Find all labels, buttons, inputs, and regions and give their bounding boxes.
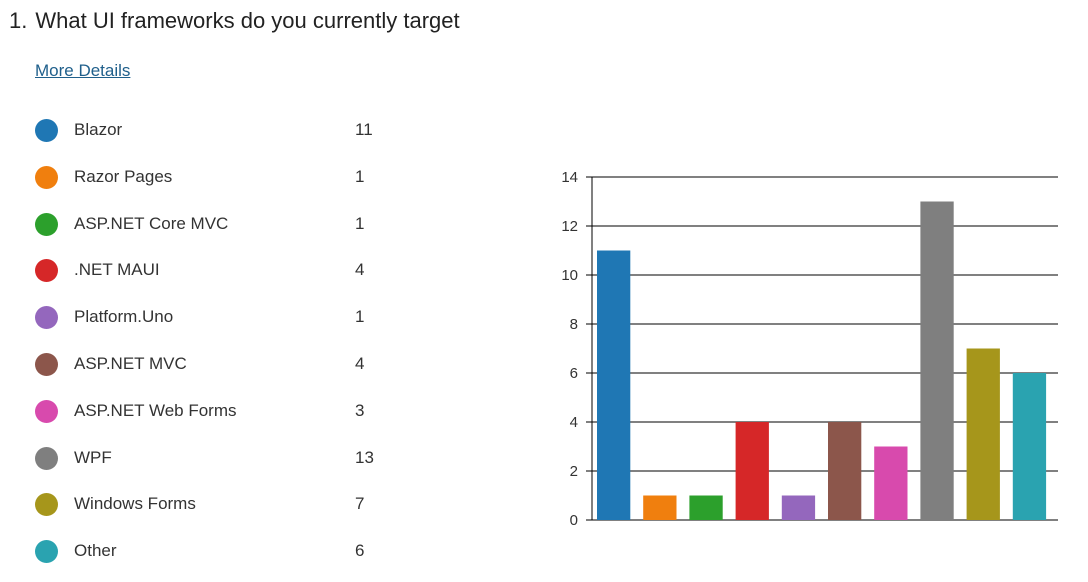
legend-item: ASP.NET MVC 4 <box>35 348 415 395</box>
legend-color-dot <box>35 165 58 189</box>
legend-item: WPF 13 <box>35 442 415 489</box>
legend-color-dot <box>35 259 58 283</box>
legend-label: ASP.NET Web Forms <box>74 400 237 420</box>
legend-color-dot <box>35 119 58 142</box>
legend-label: ASP.NET MVC <box>74 353 187 373</box>
bar-chart-svg: 0 2 4 6 8 10 12 14 <box>561 169 1058 529</box>
legend-label: Platform.Uno <box>74 307 174 327</box>
legend-color-dot <box>35 306 58 330</box>
legend-label: Blazor <box>74 120 123 139</box>
question-text: What UI frameworks do you currently targ… <box>35 8 460 33</box>
legend-item: Windows Forms 7 <box>35 488 415 535</box>
legend-item: ASP.NET Core MVC 1 <box>35 208 415 255</box>
legend-count: 13 <box>355 447 374 467</box>
y-tick-label: 2 <box>570 463 578 480</box>
bar[interactable] <box>874 446 908 521</box>
y-tick-label: 0 <box>570 512 578 529</box>
legend-item: ASP.NET Web Forms 3 <box>35 395 415 442</box>
bar[interactable] <box>689 495 723 521</box>
bar[interactable] <box>643 495 677 521</box>
legend-count: 7 <box>355 494 365 514</box>
legend-color-dot <box>35 493 58 517</box>
legend-count: 1 <box>355 213 365 233</box>
legend-item: Other 6 <box>35 535 415 582</box>
bar[interactable] <box>735 422 769 520</box>
legend-item: Razor Pages 1 <box>35 161 415 208</box>
legend-label: WPF <box>74 447 112 467</box>
chart-legend: Blazor 11 Razor Pages 1 ASP.NET Core MVC 1 .NE… <box>35 114 415 582</box>
legend-label: ASP.NET Core MVC <box>74 213 229 233</box>
y-tick-label: 12 <box>561 218 578 235</box>
legend-item: Platform.Uno 1 <box>35 301 415 348</box>
legend-count: 11 <box>355 120 373 139</box>
legend-color-dot <box>35 399 58 423</box>
legend-count: 4 <box>355 353 365 373</box>
legend-color-dot <box>35 446 58 470</box>
y-tick-label: 4 <box>570 414 578 431</box>
legend-item: .NET MAUI 4 <box>35 254 415 301</box>
more-details-link[interactable]: More Details <box>35 61 131 80</box>
legend-label: .NET MAUI <box>74 260 160 280</box>
y-tick-label: 10 <box>561 267 578 284</box>
legend-color-dot <box>35 212 58 236</box>
bar[interactable] <box>828 422 862 520</box>
bar[interactable] <box>920 201 954 521</box>
legend-item: Blazor 11 <box>35 114 415 161</box>
legend-count: 3 <box>355 400 365 420</box>
bar[interactable] <box>1012 373 1047 520</box>
question-number: 1. <box>9 8 28 33</box>
bar-chart: 0 2 4 6 8 10 12 14 <box>540 160 1070 540</box>
y-tick-label: 8 <box>570 316 578 333</box>
bar[interactable] <box>966 348 1000 521</box>
legend-count: 4 <box>355 260 365 280</box>
question-title: 1. What UI frameworks do you currently ta… <box>9 8 460 34</box>
legend-count: 1 <box>355 166 365 186</box>
y-tick-label: 14 <box>561 169 578 186</box>
legend-label: Other <box>74 541 117 561</box>
legend-color-dot <box>35 352 58 376</box>
legend-color-dot <box>35 540 58 564</box>
bar[interactable] <box>781 495 816 521</box>
legend-count: 6 <box>355 541 365 561</box>
bar[interactable] <box>597 250 631 521</box>
legend-label: Razor Pages <box>74 166 173 186</box>
legend-label: Windows Forms <box>74 494 196 514</box>
y-tick-label: 6 <box>570 365 578 382</box>
legend-count: 1 <box>355 307 365 327</box>
